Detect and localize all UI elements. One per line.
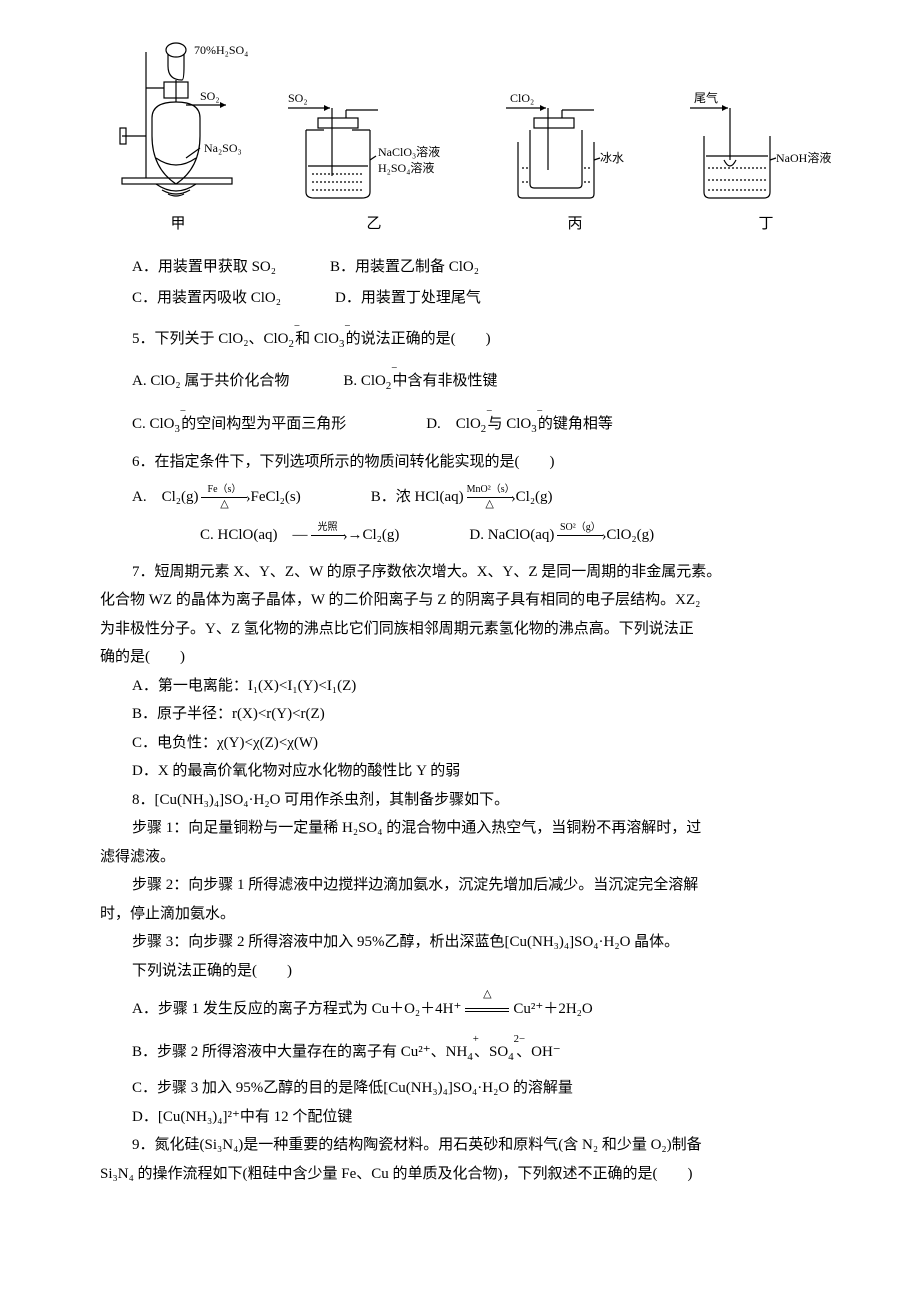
q6-stem: 6．在指定条件下，下列选项所示的物质间转化能实现的是( ): [100, 448, 830, 477]
q7-b: B．原子半径：r(X)<r(Y)<r(Z): [100, 700, 830, 729]
q5-row1: A. ClO₂ 属于共价化合物 B. ClO2− 中含有非极性键: [100, 367, 830, 396]
svg-text:尾气: 尾气: [694, 90, 718, 105]
svg-text:SO₂: SO₂: [288, 91, 308, 105]
caption-yi: 乙: [366, 210, 381, 239]
svg-text:NaOH溶液: NaOH溶液: [776, 150, 831, 165]
q8-b: B．步骤 2 所得溶液中大量存在的离子有 Cu²⁺、NH4+ 、SO42− 、O…: [100, 1038, 830, 1067]
diagram-ding: 尾气 NaOH溶液 丁: [686, 88, 846, 239]
q8-d: D．[Cu(NH₃)₄]²⁺中有 12 个配位键: [100, 1103, 830, 1132]
q7-a: A．第一电离能：I₁(X)<I₁(Y)<I₁(Z): [100, 672, 830, 701]
q4-opt-a: A．用装置甲获取 SO₂: [132, 253, 276, 282]
svg-text:SO₂: SO₂: [200, 89, 220, 103]
diagram-bing: ClO₂ 冰水 丙: [500, 88, 650, 239]
q5-d: D. ClO2− 与 ClO3− 的键角相等: [426, 410, 613, 439]
apparatus-row: 70%H₂SO₄ SO₂ Na₂SO₃ 甲: [100, 40, 830, 239]
q6-b: B．浓 HCl(aq)MnO²（s）△›Cl₂(g): [371, 483, 553, 512]
q8-head: 8．[Cu(NH₃)₄]SO₄·H₂O 可用作杀虫剂，其制备步骤如下。: [100, 786, 830, 815]
svg-text:ClO₂: ClO₂: [510, 91, 534, 105]
q5-stem: 5．下列关于 ClO₂、ClO2− 和 ClO3− 的说法正确的是( ): [100, 325, 830, 354]
q8-a: A．步骤 1 发生反应的离子方程式为 Cu＋O₂＋4H⁺△Cu²⁺＋2H₂O: [100, 995, 830, 1024]
caption-jia: 甲: [170, 210, 185, 239]
q8-s3: 步骤 3：向步骤 2 所得溶液中加入 95%乙醇，析出深蓝色[Cu(NH₃)₄]…: [100, 928, 830, 957]
q7-d: D．X 的最高价氧化物对应水化物的酸性比 Y 的弱: [100, 757, 830, 786]
q7-l2: 化合物 WZ 的晶体为离子晶体，W 的二价阳离子与 Z 的阴离子具有相同的电子层…: [100, 586, 830, 615]
q7-l4: 确的是( ): [100, 643, 830, 672]
q9-l2: Si₃N₄ 的操作流程如下(粗硅中含少量 Fe、Cu 的单质及化合物)，下列叙述…: [100, 1160, 830, 1189]
q6-row2: C. HClO(aq) ―光照›→Cl₂(g) D. NaClO(aq)SO²（…: [100, 521, 830, 550]
q4-opt-b: B．用装置乙制备 ClO₂: [330, 253, 479, 282]
q6-c: C. HClO(aq) ―光照›→Cl₂(g): [200, 521, 399, 550]
svg-text:70%H₂SO₄: 70%H₂SO₄: [194, 43, 248, 57]
q7-c: C．电负性：χ(Y)<χ(Z)<χ(W): [100, 729, 830, 758]
q8-s1b: 滤得滤液。: [100, 843, 830, 872]
q8-s2b: 时，停止滴加氨水。: [100, 900, 830, 929]
q7-l3: 为非极性分子。Y、Z 氢化物的沸点比它们同族相邻周期元素氢化物的沸点高。下列说法…: [100, 615, 830, 644]
svg-text:NaClO₃溶液: NaClO₃溶液: [378, 144, 440, 159]
svg-text:H₂SO₄溶液: H₂SO₄溶液: [378, 160, 434, 175]
caption-ding: 丁: [758, 210, 773, 239]
q6-row1: A. Cl₂(g)Fe（s）△›FeCl₂(s) B．浓 HCl(aq)MnO²…: [100, 483, 830, 512]
q4-opt-c: C．用装置丙吸收 ClO₂: [132, 284, 281, 313]
q4-opt-d: D．用装置丁处理尾气: [335, 284, 481, 313]
q5-b: B. ClO2− 中含有非极性键: [343, 367, 497, 396]
q5-c: C. ClO3− 的空间构型为平面三角形: [132, 410, 346, 439]
q4-row1: A．用装置甲获取 SO₂ B．用装置乙制备 ClO₂: [100, 253, 830, 282]
q7-l1: 7．短周期元素 X、Y、Z、W 的原子序数依次增大。X、Y、Z 是同一周期的非金…: [100, 558, 830, 587]
q9-l1: 9．氮化硅(Si₃N₄)是一种重要的结构陶瓷材料。用石英砂和原料气(含 N₂ 和…: [100, 1131, 830, 1160]
q8-c: C．步骤 3 加入 95%乙醇的目的是降低[Cu(NH₃)₄]SO₄·H₂O 的…: [100, 1074, 830, 1103]
q6-a: A. Cl₂(g)Fe（s）△›FeCl₂(s): [132, 483, 301, 512]
q4-row2: C．用装置丙吸收 ClO₂ D．用装置丁处理尾气: [100, 284, 830, 313]
diagram-yi: SO₂ NaClO₃溶液 H₂SO₄溶液 乙: [284, 88, 464, 239]
q8-q: 下列说法正确的是( ): [100, 957, 830, 986]
caption-bing: 丙: [567, 210, 582, 239]
diagram-jia: 70%H₂SO₄ SO₂ Na₂SO₃ 甲: [108, 40, 248, 239]
q5-a: A. ClO₂ 属于共价化合物: [132, 367, 289, 396]
q8-s1a: 步骤 1：向足量铜粉与一定量稀 H₂SO₄ 的混合物中通入热空气，当铜粉不再溶解…: [100, 814, 830, 843]
svg-text:冰水: 冰水: [600, 151, 624, 165]
q6-d: D. NaClO(aq)SO²（g）›ClO₂(g): [469, 521, 654, 550]
q5-row2: C. ClO3− 的空间构型为平面三角形 D. ClO2− 与 ClO3− 的键…: [100, 410, 830, 439]
svg-text:Na₂SO₃: Na₂SO₃: [204, 141, 242, 155]
q8-s2a: 步骤 2：向步骤 1 所得滤液中边搅拌边滴加氨水，沉淀先增加后减少。当沉淀完全溶…: [100, 871, 830, 900]
